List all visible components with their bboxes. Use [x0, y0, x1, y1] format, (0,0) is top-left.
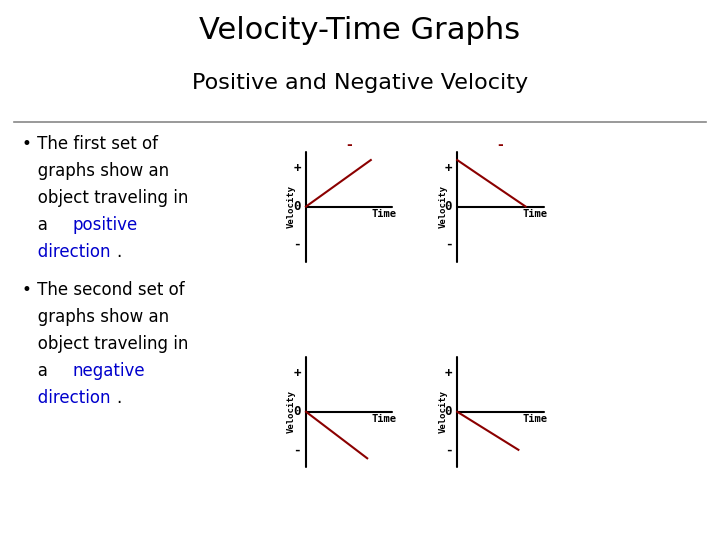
Text: +: +: [445, 162, 452, 175]
Text: -: -: [498, 138, 503, 152]
Text: Time: Time: [523, 414, 547, 424]
Text: 0: 0: [445, 405, 452, 418]
Text: a: a: [22, 216, 53, 234]
Text: object traveling in: object traveling in: [22, 335, 188, 353]
Text: graphs show an: graphs show an: [22, 308, 168, 326]
Text: -: -: [294, 238, 301, 251]
Text: direction: direction: [22, 243, 110, 261]
Text: Velocity: Velocity: [287, 390, 296, 433]
Text: direction: direction: [22, 389, 110, 407]
Text: Positive and Negative Velocity: Positive and Negative Velocity: [192, 73, 528, 93]
Text: graphs show an: graphs show an: [22, 162, 168, 180]
Text: 0: 0: [294, 200, 301, 213]
Text: negative: negative: [72, 362, 145, 380]
Text: • The first set of: • The first set of: [22, 135, 158, 153]
Text: .: .: [117, 389, 122, 407]
Text: Velocity-Time Graphs: Velocity-Time Graphs: [199, 16, 521, 45]
Text: Velocity: Velocity: [287, 185, 296, 228]
Text: 0: 0: [294, 405, 301, 418]
Text: +: +: [294, 162, 301, 175]
Text: Time: Time: [372, 414, 396, 424]
Text: 0: 0: [445, 200, 452, 213]
Text: Velocity: Velocity: [438, 390, 447, 433]
Text: -: -: [294, 443, 301, 456]
Text: positive: positive: [72, 216, 138, 234]
Text: Time: Time: [523, 209, 547, 219]
Text: -: -: [445, 238, 452, 251]
Text: +: +: [294, 367, 301, 380]
Text: -: -: [445, 443, 452, 456]
Text: object traveling in: object traveling in: [22, 189, 188, 207]
Text: -: -: [346, 138, 352, 152]
Text: Time: Time: [372, 209, 396, 219]
Text: .: .: [117, 243, 122, 261]
Text: +: +: [445, 367, 452, 380]
Text: a: a: [22, 362, 53, 380]
Text: Velocity: Velocity: [438, 185, 447, 228]
Text: • The second set of: • The second set of: [22, 281, 184, 299]
